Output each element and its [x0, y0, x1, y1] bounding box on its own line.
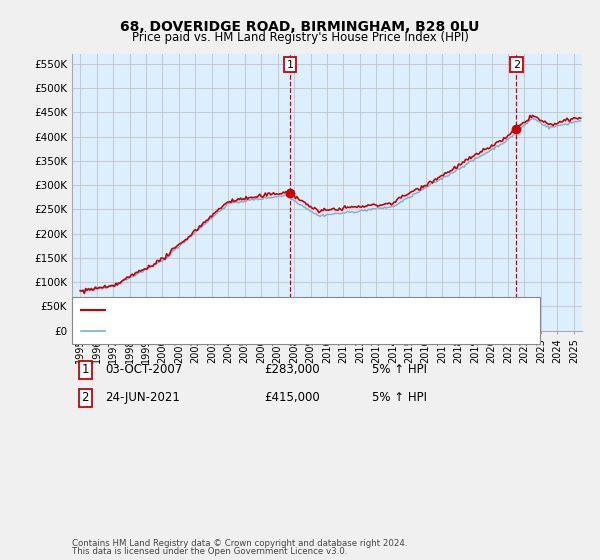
- Text: 24-JUN-2021: 24-JUN-2021: [105, 391, 180, 404]
- Text: £283,000: £283,000: [264, 363, 320, 376]
- Text: Price paid vs. HM Land Registry's House Price Index (HPI): Price paid vs. HM Land Registry's House …: [131, 31, 469, 44]
- Text: 1: 1: [82, 363, 89, 376]
- Text: 68, DOVERIDGE ROAD, BIRMINGHAM, B28 0LU (detached house): 68, DOVERIDGE ROAD, BIRMINGHAM, B28 0LU …: [110, 305, 446, 315]
- Text: 5% ↑ HPI: 5% ↑ HPI: [372, 391, 427, 404]
- Text: 5% ↑ HPI: 5% ↑ HPI: [372, 363, 427, 376]
- Text: £415,000: £415,000: [264, 391, 320, 404]
- Text: HPI: Average price, detached house, Birmingham: HPI: Average price, detached house, Birm…: [110, 326, 367, 336]
- Text: This data is licensed under the Open Government Licence v3.0.: This data is licensed under the Open Gov…: [72, 547, 347, 556]
- Text: Contains HM Land Registry data © Crown copyright and database right 2024.: Contains HM Land Registry data © Crown c…: [72, 539, 407, 548]
- Text: 2: 2: [512, 60, 520, 69]
- Text: 1: 1: [286, 60, 293, 69]
- Text: 2: 2: [82, 391, 89, 404]
- Text: 68, DOVERIDGE ROAD, BIRMINGHAM, B28 0LU: 68, DOVERIDGE ROAD, BIRMINGHAM, B28 0LU: [121, 20, 479, 34]
- Text: 03-OCT-2007: 03-OCT-2007: [105, 363, 182, 376]
